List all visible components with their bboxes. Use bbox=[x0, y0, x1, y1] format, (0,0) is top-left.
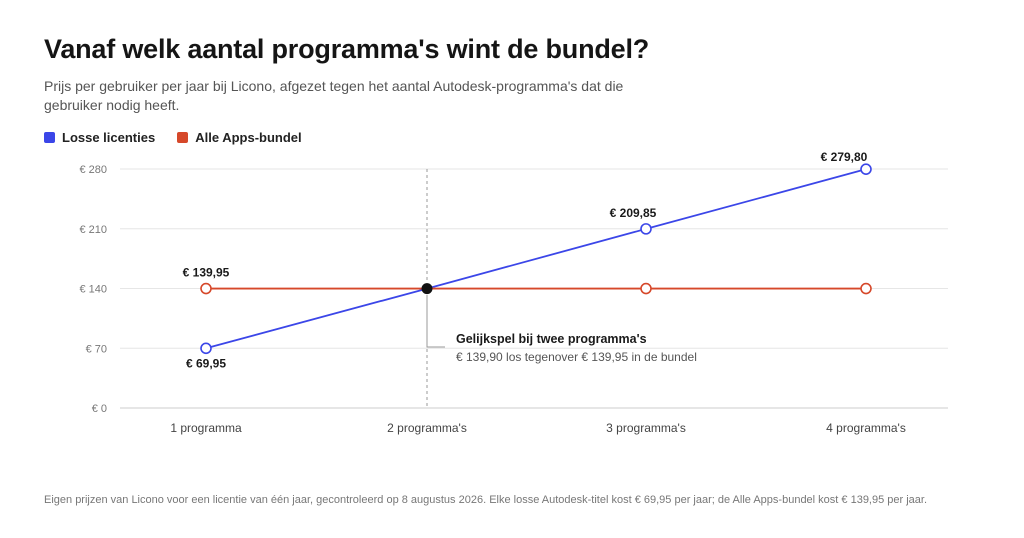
legend-item-losse: Losse licenties bbox=[44, 130, 155, 145]
data-label: € 279,80 bbox=[821, 150, 868, 164]
data-label: € 139,95 bbox=[183, 266, 230, 280]
data-point-losse bbox=[200, 342, 212, 355]
legend-label-bundel: Alle Apps-bundel bbox=[195, 130, 302, 145]
legend-label-losse: Losse licenties bbox=[62, 130, 156, 145]
y-tick-label: € 0 bbox=[92, 403, 107, 415]
y-tick-label: € 280 bbox=[79, 164, 107, 176]
footnote: Eigen prijzen van Licono voor een licent… bbox=[44, 494, 928, 506]
data-point-bundel bbox=[640, 282, 652, 295]
x-tick-label: 3 programma's bbox=[606, 421, 686, 435]
y-tick-label: € 140 bbox=[79, 284, 107, 296]
page-title: Vanaf welk aantal programma's wint de bu… bbox=[44, 34, 650, 64]
x-tick-label: 2 programma's bbox=[387, 421, 467, 435]
data-point-losse bbox=[860, 163, 872, 175]
data-point-bundel bbox=[200, 282, 212, 295]
legend-swatch-bundel bbox=[177, 132, 189, 143]
page-subtitle: Prijs per gebruiker per jaar bij Licono,… bbox=[44, 78, 624, 113]
annotation-text: € 139,90 los tegenover € 139,95 in de bu… bbox=[456, 350, 697, 364]
data-label: € 69,95 bbox=[186, 356, 226, 370]
data-label: € 209,85 bbox=[610, 206, 657, 220]
x-tick-label: 1 programma bbox=[170, 421, 242, 435]
intersection-marker bbox=[421, 283, 433, 295]
y-tick-label: € 210 bbox=[79, 224, 107, 236]
series-line-losse bbox=[205, 168, 867, 350]
legend-item-bundel: Alle Apps-bundel bbox=[177, 130, 302, 145]
y-tick-label: € 70 bbox=[86, 343, 107, 355]
legend-swatch-losse bbox=[44, 132, 55, 143]
data-point-losse bbox=[640, 223, 652, 235]
annotation-title: Gelijkspel bij twee programma's bbox=[456, 332, 647, 346]
annotation-leader-line bbox=[426, 296, 445, 348]
x-tick-label: 4 programma's bbox=[826, 421, 906, 435]
data-point-bundel bbox=[860, 282, 872, 295]
chart-legend: Losse licenties Alle Apps-bundel bbox=[44, 130, 302, 145]
